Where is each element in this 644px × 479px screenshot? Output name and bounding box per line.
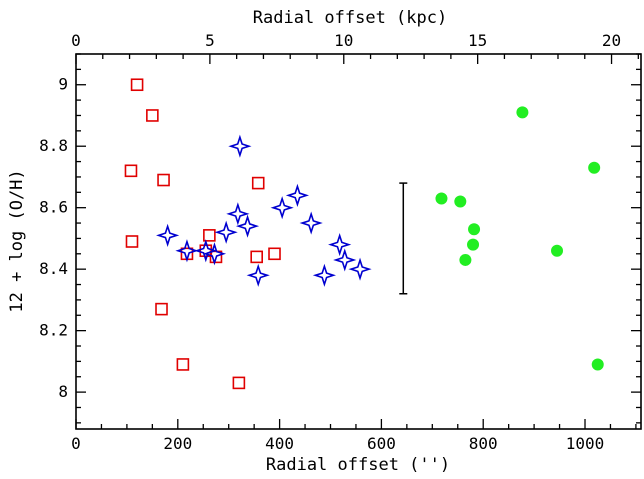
circle-marker [435,192,448,205]
x-tick-label: 600 [367,434,396,453]
circle-marker [454,195,467,208]
star-marker [270,196,294,220]
square-marker [130,78,144,92]
top-x-tick-label: 15 [468,31,487,50]
square-marker [268,247,281,261]
x-tick-label: 200 [163,434,192,453]
star-marker [328,232,352,257]
x-tick-label: 800 [469,434,498,453]
axis-ticks [75,53,641,429]
circle-marker [551,244,564,257]
plot-frame [75,53,642,430]
top-x-axis-title: Radial offset (kpc) [253,8,447,28]
square-marker [155,302,168,316]
star-marker [214,220,238,244]
y-tick-label: 8.4 [39,259,68,278]
y-tick-label: 9 [58,75,68,94]
square-marker [232,376,246,390]
star-marker [299,211,323,235]
top-x-tick-label: 5 [205,31,215,50]
square-marker [251,176,265,190]
x-tick-label: 0 [71,434,81,453]
star-marker [194,239,218,263]
x-tick-label: 1000 [566,434,605,453]
circle-marker [459,253,472,266]
y-tick-label: 8.2 [39,321,68,340]
square-marker [250,250,263,264]
x-tick-label: 400 [265,434,294,453]
star-marker [246,263,270,287]
circle-marker [588,161,601,174]
circle-marker [467,238,480,251]
y-tick-label: 8.8 [39,136,68,155]
star-marker [226,202,250,226]
star-marker [202,242,227,266]
star-marker [312,263,336,287]
error-bar [399,182,408,295]
square-marker [157,173,170,187]
y-tick-label: 8.6 [39,198,68,217]
star-marker [156,223,180,247]
circle-marker [516,106,529,119]
top-x-tick-label: 10 [334,31,353,50]
star-marker [333,248,357,272]
top-x-tick-label: 0 [71,31,81,50]
square-marker [176,358,190,371]
y-tick-label: 8 [58,382,68,401]
circle-marker [468,223,481,236]
y-axis-title: 12 + log (O/H) [7,169,27,312]
top-x-tick-label: 20 [602,31,621,50]
square-marker [124,164,138,178]
star-marker [285,183,310,207]
star-marker [235,214,260,238]
x-axis-title: Radial offset ('') [266,455,450,475]
star-marker [175,239,199,263]
star-marker [348,257,372,281]
star-marker [228,134,252,158]
axis-tick-labels: 0 200 400 600 800 1000 0 5 10 15 20 8 8.2 8.4 8.6 8.8 9 [39,31,621,453]
square-marker [203,229,216,242]
square-marker [146,109,159,122]
data-marks [124,78,604,390]
circle-marker [591,358,604,371]
square-marker [125,235,139,248]
